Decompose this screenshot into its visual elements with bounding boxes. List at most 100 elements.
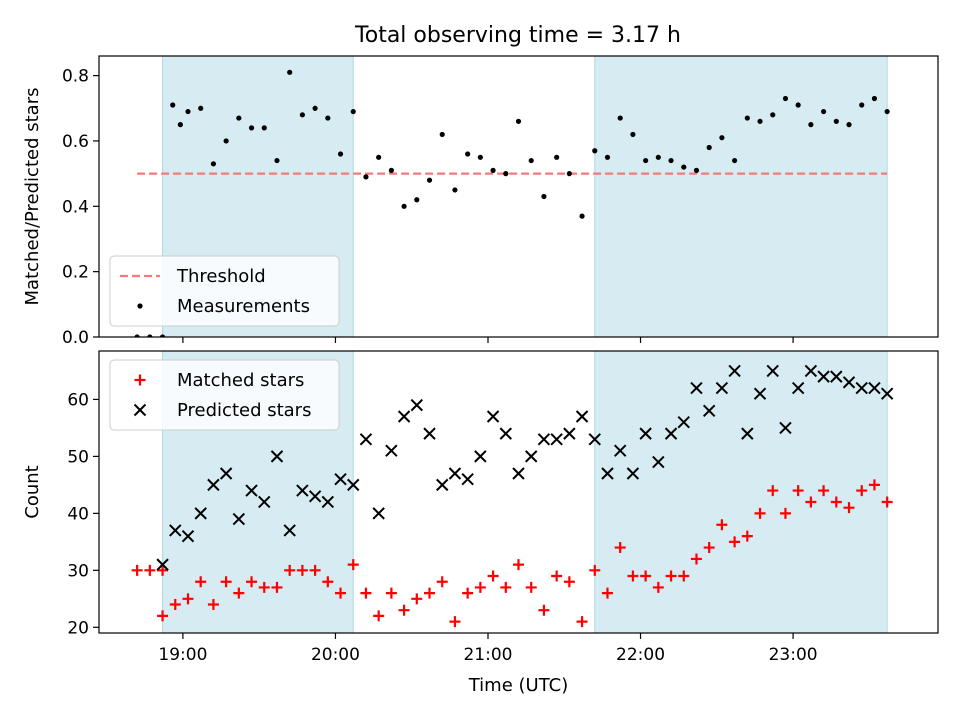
predicted-star-point: [741, 427, 754, 440]
measurement-point: [274, 157, 280, 164]
predicted-star-point: [334, 472, 347, 486]
measurement-point: [465, 151, 471, 157]
predicted-star-point: [537, 433, 551, 446]
shaded-interval-2: [594, 56, 888, 337]
measurement-point: [325, 115, 331, 121]
measurement-point: [515, 118, 522, 124]
matched-star-point: [296, 564, 308, 576]
measurement-point: [236, 115, 242, 121]
predicted-star-point: [347, 478, 360, 492]
matched-star-point: [678, 570, 690, 582]
measurement-point: [388, 167, 394, 173]
predicted-star-point: [868, 381, 881, 395]
predicted-star-point: [613, 444, 627, 457]
predicted-star-point: [245, 484, 258, 497]
predicted-star-point: [461, 472, 474, 486]
measurement-point: [566, 171, 572, 177]
measurement-point: [503, 171, 509, 177]
matched-star-point: [716, 519, 728, 531]
predicted-star-point: [804, 364, 818, 378]
measurement-point: [223, 138, 229, 144]
legend-label: Measurements: [177, 296, 310, 317]
predicted-star-point: [181, 529, 195, 543]
measurement-point: [299, 112, 305, 118]
predicted-star-point: [423, 427, 436, 440]
measurement-point: [159, 334, 166, 337]
matched-star-point: [258, 581, 270, 593]
matched-star-point: [779, 507, 791, 519]
predicted-star-point: [410, 398, 424, 412]
matched-star-point: [436, 576, 448, 588]
measurement-point: [248, 125, 255, 131]
x-tick-label: 23:00: [769, 645, 818, 665]
predicted-star-point: [677, 416, 690, 429]
predicted-star-point: [575, 410, 589, 423]
y-tick-label: 0.0: [62, 328, 89, 348]
measurement-point: [198, 105, 204, 111]
bottom-legend: Matched stars Predicted stars: [109, 359, 340, 431]
matched-star-point: [220, 576, 232, 588]
predicted-star-point: [525, 450, 538, 463]
top-axes-frame: [98, 55, 939, 338]
measurement-point: [719, 135, 725, 141]
predicted-star-point: [702, 404, 716, 418]
predicted-star-point: [753, 387, 767, 400]
predicted-star-point: [436, 478, 449, 492]
predicted-star-point: [728, 364, 741, 378]
y-tick-label: 0.4: [62, 197, 89, 217]
predicted-star-point: [791, 381, 805, 395]
measurement-point: [859, 102, 865, 108]
matched-star-point: [589, 564, 601, 576]
matched-star-point: [767, 485, 779, 497]
predicted-star-point: [639, 427, 652, 440]
y-tick-label: 20: [67, 618, 89, 638]
measurement-point: [401, 203, 407, 209]
measurement-point: [820, 108, 827, 115]
matched-star-point: [513, 559, 524, 571]
measurement-point: [617, 115, 623, 121]
matched-star-point: [157, 564, 169, 576]
matched-star-point: [309, 564, 321, 576]
measurement-point: [350, 108, 356, 115]
measurement-point: [452, 187, 458, 193]
legend-matched-swatch: [134, 374, 146, 386]
predicted-star-point: [779, 421, 792, 435]
x-axis-label: Time (UTC): [468, 675, 569, 696]
measurement-point: [376, 154, 382, 160]
x-tick-label: 22:00: [616, 645, 665, 665]
counts-panel: 20 30 40 50 60 19:00 20:00 21:00 22:00 23:00 Count…: [22, 350, 939, 696]
matched-star-point: [843, 502, 855, 514]
x-tick-label: 19:00: [158, 645, 207, 665]
measurement-point: [732, 157, 738, 164]
matched-star-point: [373, 610, 385, 622]
measurement-point: [795, 102, 801, 108]
bottom-axes-frame: [98, 350, 939, 634]
matched-star-point: [487, 570, 499, 582]
measurement-point: [681, 164, 687, 170]
legend-label: Predicted stars: [177, 400, 311, 421]
predicted-star-point: [830, 370, 843, 383]
measurement-point: [134, 334, 140, 337]
matched-star-point: [754, 507, 766, 519]
top-legend: Threshold Measurements: [109, 255, 340, 327]
predicted-star-point: [486, 410, 500, 423]
predicted-star-point: [321, 495, 335, 509]
matched-star-point: [576, 616, 588, 628]
matched-star-point: [157, 610, 169, 622]
measurement-point: [528, 157, 534, 164]
matched-star-point: [449, 616, 461, 628]
measurement-point: [312, 105, 318, 111]
x-tick-label: 20:00: [311, 645, 360, 665]
matched-star-point: [805, 496, 817, 508]
predicted-star-point: [550, 433, 563, 446]
matched-star-point: [182, 593, 194, 605]
matched-star-point: [830, 496, 842, 508]
measurement-point: [147, 334, 153, 337]
matched-star-point: [398, 604, 410, 616]
legend-label: Matched stars: [177, 370, 304, 391]
measurement-point: [170, 102, 176, 108]
matched-star-point: [169, 599, 181, 611]
predicted-star-point: [626, 467, 640, 480]
matched-star-point: [360, 587, 372, 599]
predicted-star-point: [817, 370, 830, 383]
